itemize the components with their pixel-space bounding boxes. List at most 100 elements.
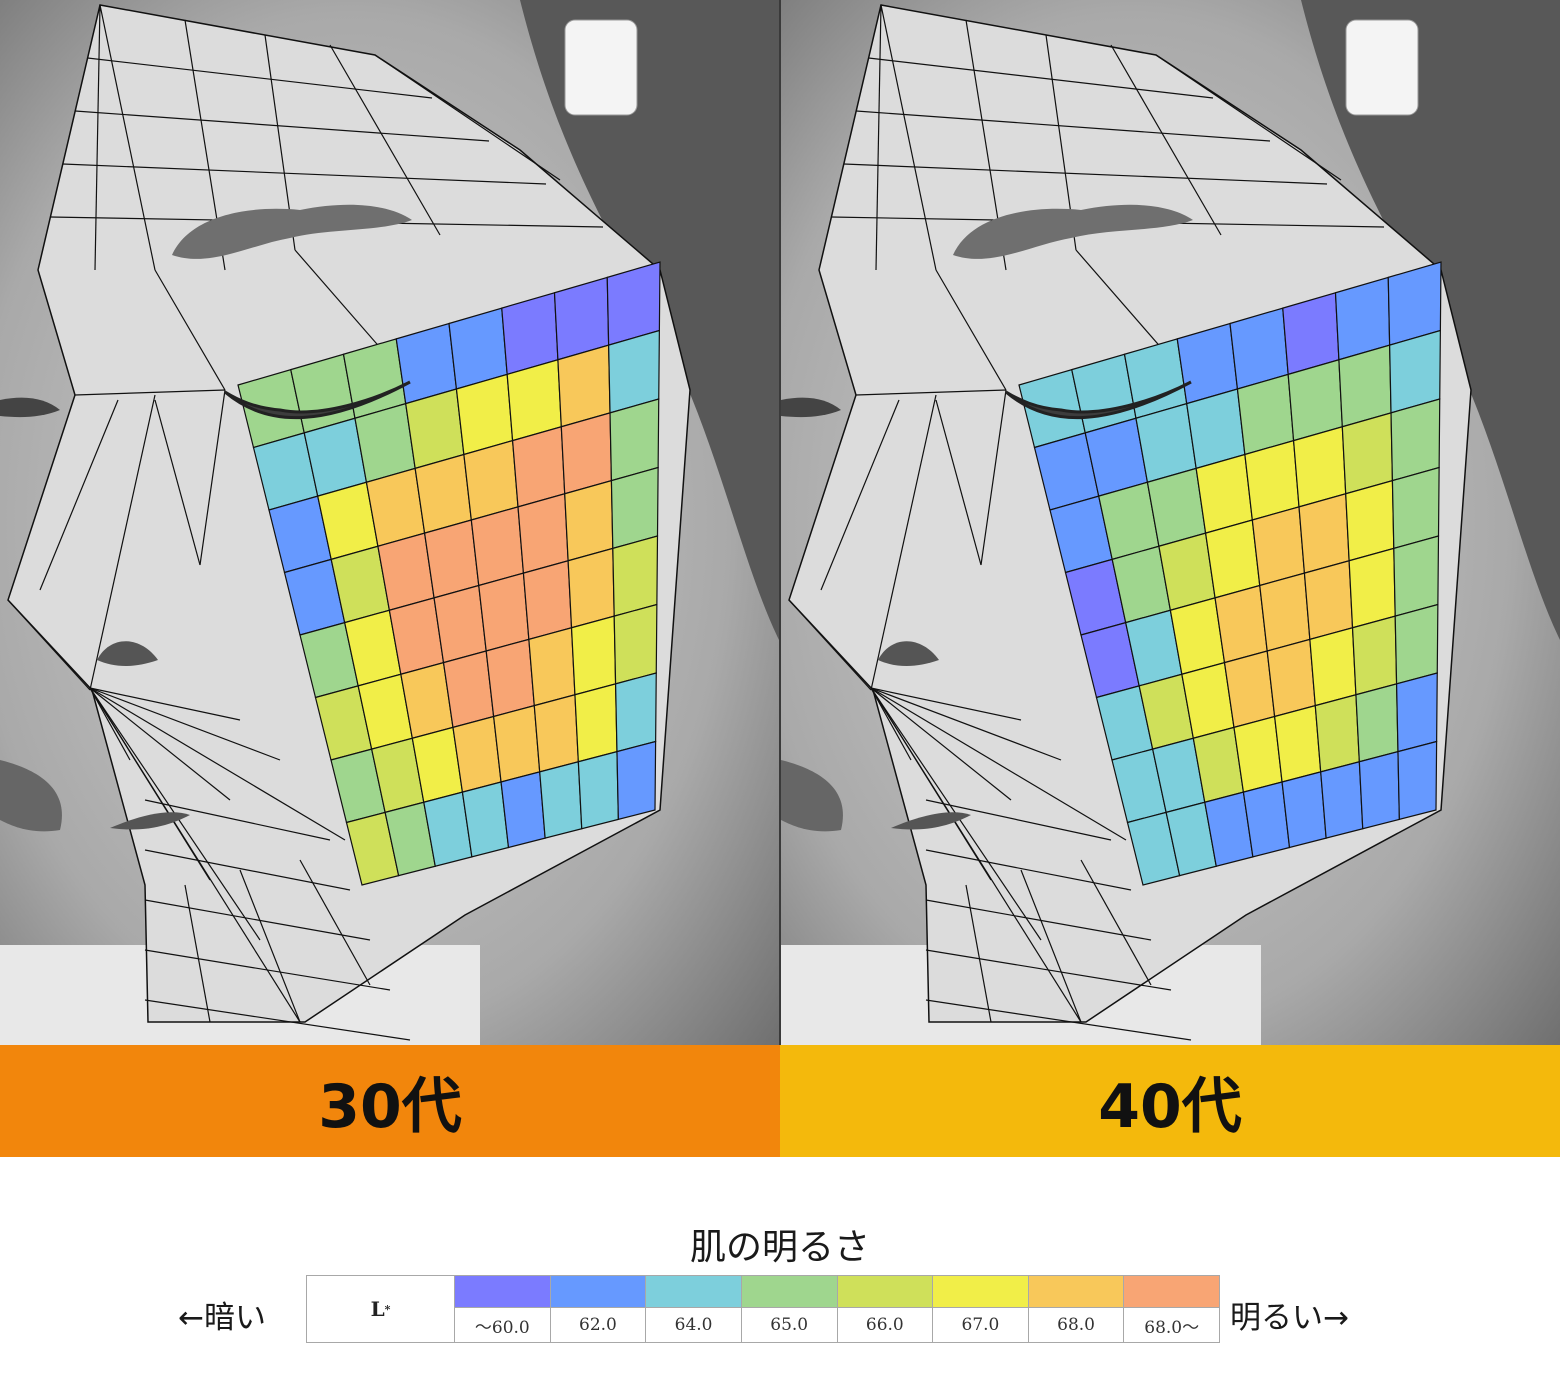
brightness-cell bbox=[1195, 453, 1253, 534]
panel-divider bbox=[779, 0, 781, 1045]
legend-metric-cell: L * bbox=[307, 1276, 455, 1342]
brightness-cell bbox=[1341, 412, 1394, 495]
hair-shape bbox=[520, 0, 779, 640]
legend-value: 66.0 bbox=[837, 1307, 933, 1342]
mouth-corner-shape bbox=[891, 812, 971, 830]
brightness-cell bbox=[1251, 506, 1306, 587]
mouth-corner-shape bbox=[110, 812, 190, 830]
legend-value: 64.0 bbox=[646, 1307, 741, 1342]
legend-swatch bbox=[741, 1276, 837, 1307]
legend-value: ～60.0 bbox=[455, 1307, 550, 1342]
closed-eyelid-shape bbox=[224, 380, 411, 420]
legend-value: 67.0 bbox=[933, 1307, 1028, 1342]
brightness-cell bbox=[500, 771, 546, 849]
brightness-cell bbox=[423, 519, 480, 599]
legend-dark-label: ←暗い bbox=[178, 1300, 266, 1336]
legend-bright-label: 明るい→ bbox=[1230, 1300, 1349, 1336]
legend-cell: 64.0 bbox=[646, 1276, 742, 1342]
legend-metric-sup: * bbox=[384, 1302, 391, 1316]
brightness-cell bbox=[533, 693, 579, 773]
legend-value: 68.0～ bbox=[1124, 1307, 1219, 1342]
brightness-cell bbox=[1298, 492, 1350, 574]
closed-eye-shape bbox=[0, 397, 60, 418]
brightness-cell bbox=[1394, 603, 1439, 685]
legend-value: 68.0 bbox=[1028, 1307, 1124, 1342]
brightness-cell bbox=[1355, 683, 1399, 763]
brightness-cell bbox=[528, 626, 576, 707]
brightness-cell bbox=[567, 547, 615, 629]
brightness-legend: L * ～60.0 62.0 64.0 65.0 66.0 67.0 68.0 6… bbox=[306, 1275, 1220, 1343]
face-mesh-lines bbox=[788, 4, 1385, 1041]
face-panel-40s bbox=[781, 0, 1560, 1045]
legend-metric-label: L bbox=[370, 1297, 385, 1321]
brightness-cell bbox=[1204, 519, 1261, 599]
brightness-cell bbox=[616, 740, 657, 821]
brightness-cell bbox=[478, 572, 530, 652]
brightness-cell bbox=[574, 683, 618, 763]
brightness-cell bbox=[1390, 398, 1441, 482]
legend-swatch bbox=[455, 1276, 550, 1307]
brightness-cell bbox=[1309, 626, 1357, 707]
closed-eye-shape bbox=[781, 397, 841, 418]
brightness-cell bbox=[1314, 693, 1360, 773]
legend-cell: 62.0 bbox=[550, 1276, 647, 1342]
brightness-cell bbox=[1233, 715, 1283, 793]
brightness-cell bbox=[610, 466, 659, 550]
brightness-cell bbox=[414, 453, 472, 534]
brightness-cell bbox=[452, 715, 502, 793]
legend-cell: 65.0 bbox=[741, 1276, 838, 1342]
legend-swatch bbox=[837, 1276, 933, 1307]
brightness-cell bbox=[492, 704, 541, 783]
brightness-cell bbox=[1395, 672, 1438, 753]
eyebrow-shape bbox=[953, 204, 1193, 259]
legend-swatch bbox=[1124, 1276, 1219, 1307]
brightness-cell bbox=[1358, 750, 1400, 830]
hair-shape bbox=[1301, 0, 1560, 640]
brightness-cell bbox=[1223, 650, 1276, 729]
face-mesh-lines bbox=[7, 4, 604, 1041]
brightness-cell bbox=[485, 638, 535, 718]
brightness-cell bbox=[614, 672, 657, 753]
legend-title: 肌の明るさ bbox=[689, 1227, 870, 1268]
brightness-cell bbox=[1303, 559, 1354, 641]
legend-swatch bbox=[1028, 1276, 1124, 1307]
lips-shape bbox=[781, 760, 843, 832]
legend-cell: 67.0 bbox=[933, 1276, 1029, 1342]
legend-swatch bbox=[933, 1276, 1028, 1307]
brightness-cell bbox=[539, 760, 583, 839]
brightness-cell bbox=[1281, 771, 1327, 849]
brightness-cell bbox=[522, 559, 573, 641]
eyebrow-shape bbox=[172, 204, 412, 259]
brightness-cell bbox=[511, 425, 566, 508]
legend-cell: 68.0～ bbox=[1124, 1276, 1219, 1342]
brightness-cell bbox=[1214, 584, 1268, 664]
brightness-cell bbox=[609, 398, 660, 482]
face-brightness-map-30s bbox=[0, 0, 779, 1045]
brightness-cell bbox=[564, 479, 614, 562]
legend-swatch bbox=[550, 1276, 646, 1307]
brightness-cell bbox=[470, 506, 525, 587]
brightness-cell bbox=[1351, 615, 1398, 696]
legend-value: 65.0 bbox=[741, 1307, 837, 1342]
nostril-shape bbox=[878, 641, 939, 666]
brightness-cell bbox=[1397, 740, 1438, 821]
hair-clip-shape bbox=[1345, 19, 1419, 116]
brightness-cell bbox=[1273, 704, 1322, 783]
brightness-cell bbox=[463, 439, 519, 521]
brightness-cell bbox=[560, 412, 613, 495]
legend-cell: 68.0 bbox=[1028, 1276, 1125, 1342]
brightness-cell bbox=[1259, 572, 1311, 652]
brightness-cell bbox=[1244, 439, 1300, 521]
legend-cell: ～60.0 bbox=[455, 1276, 551, 1342]
age-label-40s: 40代 bbox=[780, 1045, 1560, 1157]
brightness-cell bbox=[570, 615, 617, 696]
face-panel-30s bbox=[0, 0, 779, 1045]
cheek-brightness-grid bbox=[237, 261, 661, 886]
brightness-cell bbox=[577, 750, 619, 830]
nostril-shape bbox=[97, 641, 158, 666]
hair-clip-shape bbox=[564, 19, 638, 116]
brightness-cell bbox=[613, 603, 658, 685]
lips-shape bbox=[0, 760, 62, 832]
age-label-30s: 30代 bbox=[0, 1045, 780, 1157]
brightness-cell bbox=[1266, 638, 1316, 718]
